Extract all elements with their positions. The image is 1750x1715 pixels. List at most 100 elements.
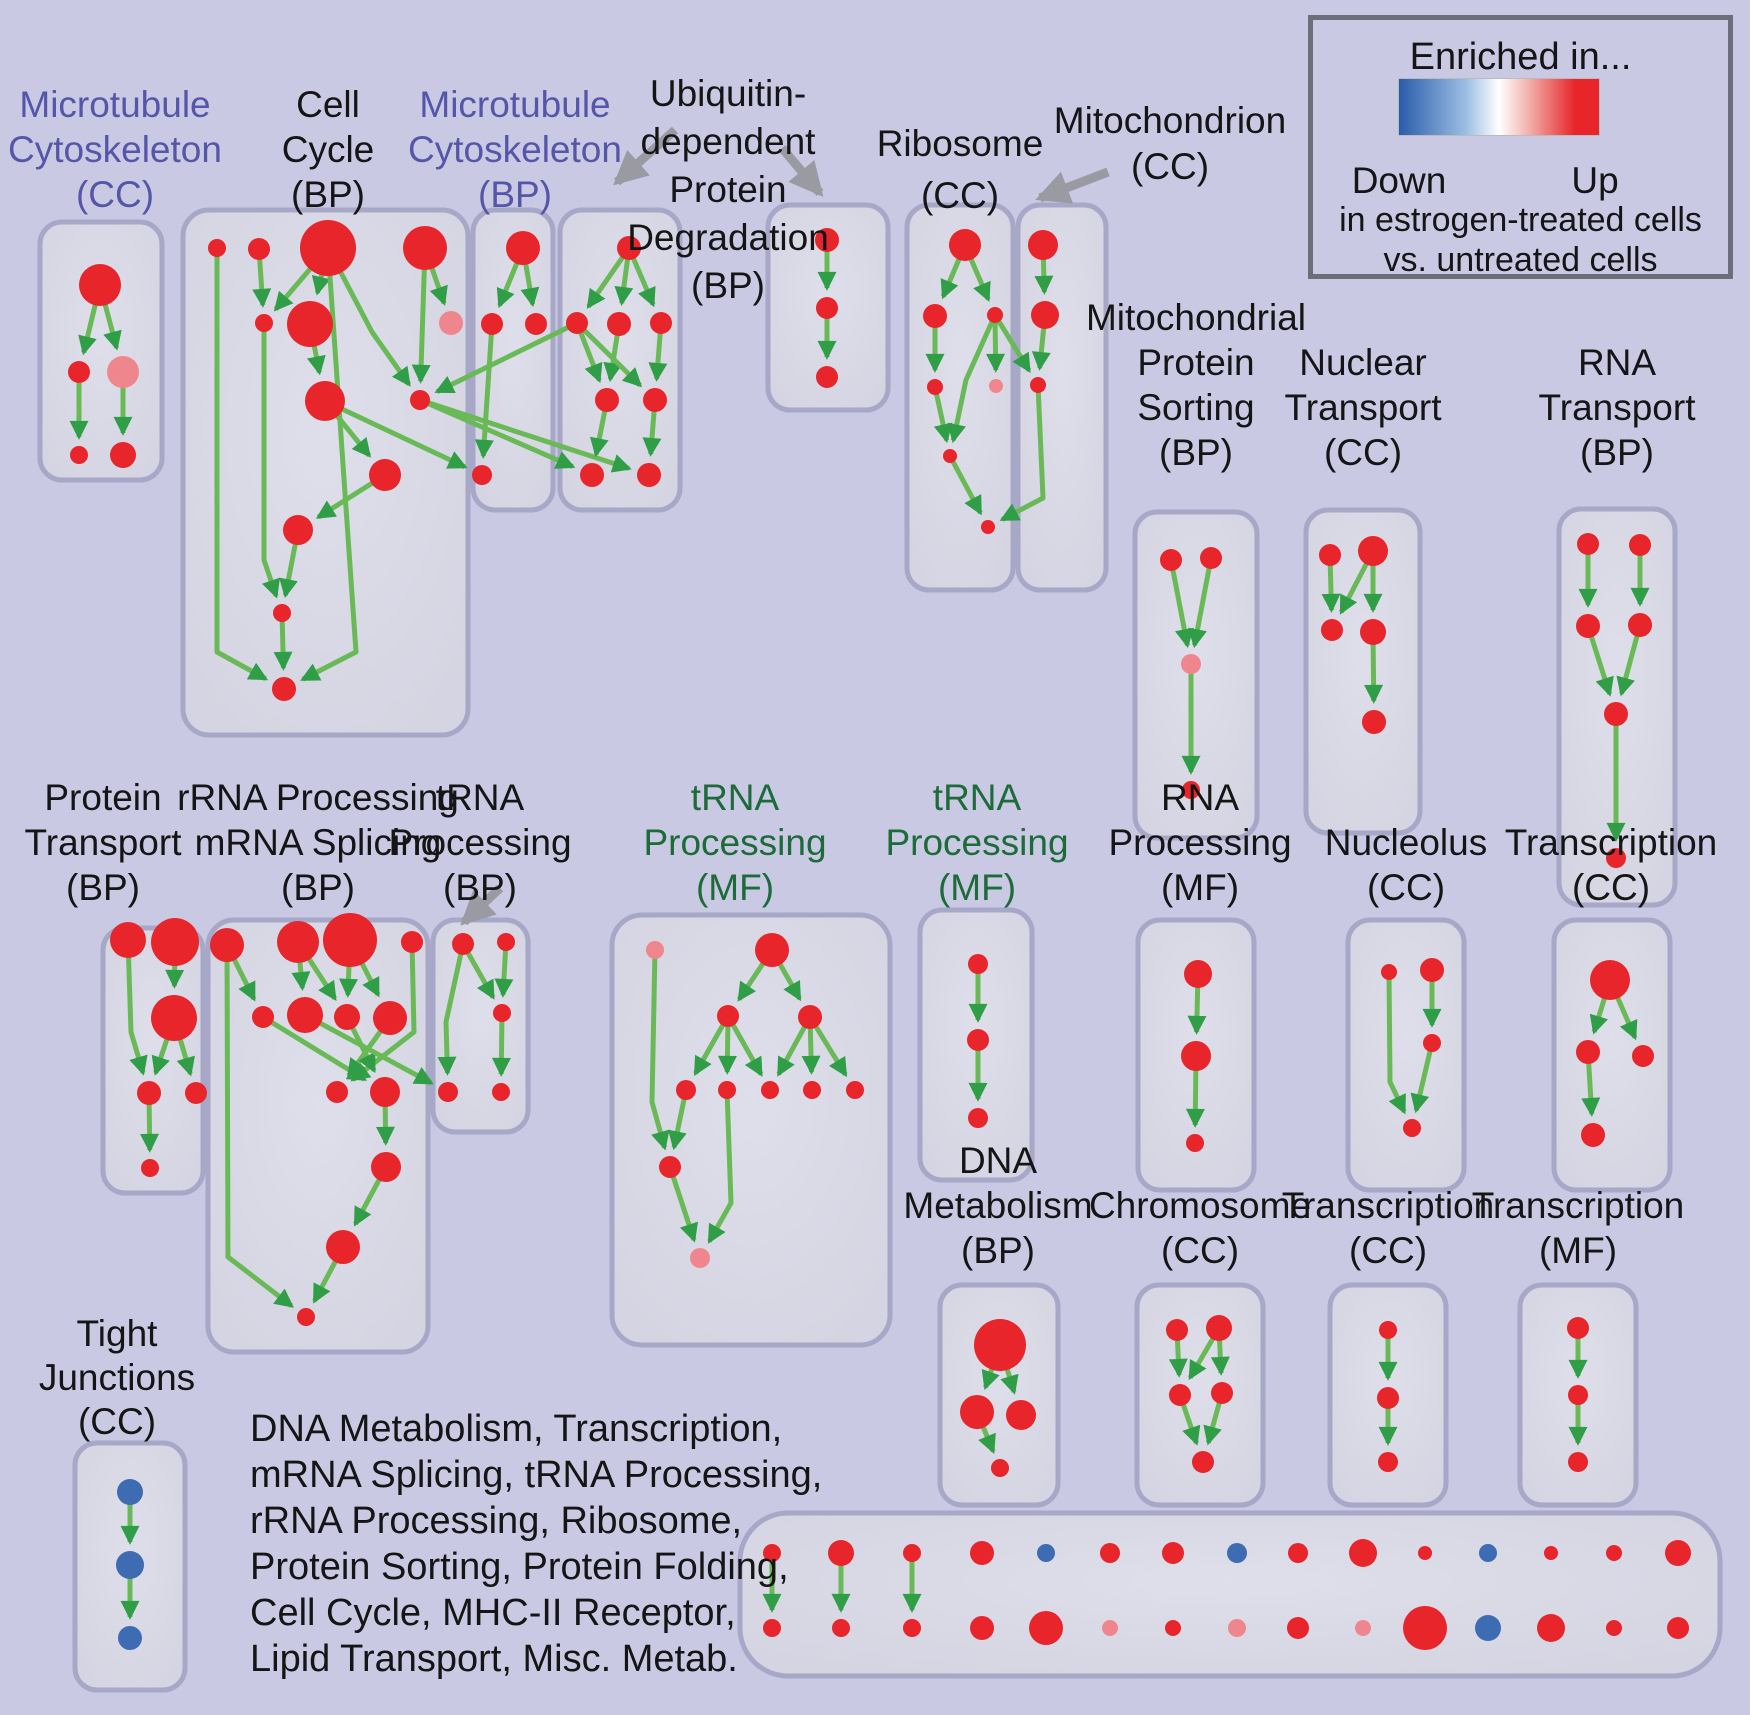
legend-up-label: Up [1571, 160, 1619, 201]
node-lt6 [1100, 1543, 1120, 1563]
node-pt6 [141, 1159, 159, 1177]
misc-categories-note: DNA Metabolism, Transcription, mRNA Spli… [250, 1406, 822, 1682]
node-t23 [968, 1108, 988, 1128]
label-rna-transport: RNA Transport (BP) [1539, 340, 1696, 475]
group-box-microtubule-cc [37, 219, 165, 483]
node-cc8 [305, 381, 345, 421]
note-line: mRNA Splicing, tRNA Processing, [250, 1454, 823, 1496]
node-lt4 [970, 1541, 994, 1565]
node-pt4 [137, 1081, 161, 1105]
node-tj3 [118, 1626, 142, 1650]
node-tbp4 [438, 1082, 458, 1102]
label-line: Tight [76, 1313, 158, 1354]
label-nucleolus: Nucleolus (CC) [1325, 820, 1487, 910]
edge-cc3-cc13 [300, 247, 359, 682]
node-lb1 [763, 1619, 781, 1637]
node-tm2 [755, 933, 789, 967]
label-line: Cycle [281, 129, 375, 170]
label-transcription-cc: Transcription (CC) [1505, 820, 1717, 910]
edge-cc5-cc12 [261, 323, 281, 599]
label-line: (BP) [961, 1230, 1035, 1271]
group-box-mito-sort [1132, 509, 1260, 841]
node-tbp2 [497, 933, 515, 951]
label-trna-mf-2: tRNA Processing (MF) [885, 775, 1068, 910]
node-ub1g [637, 463, 661, 487]
node-cc5 [255, 314, 273, 332]
label-line: (CC) [1323, 432, 1403, 473]
label-line: Metabolism [903, 1185, 1093, 1226]
node-rre [252, 1006, 274, 1028]
node-mito2 [1031, 301, 1059, 329]
node-tm7 [761, 1081, 779, 1099]
node-lb4 [970, 1616, 994, 1640]
label-line: dependent [640, 121, 816, 162]
label-line: Transcription [1504, 822, 1718, 863]
label-line: (BP) [281, 867, 355, 908]
label-line: Cytoskeleton [408, 129, 622, 170]
note-line: Cell Cycle, MHC-II Receptor, [250, 1592, 736, 1634]
node-t41 [1567, 1317, 1589, 1339]
label-line: Degradation [627, 217, 829, 258]
node-rt4 [1628, 613, 1652, 637]
group-box-dna-metabolism [937, 1282, 1061, 1508]
label-line: (BP) [1159, 432, 1233, 473]
node-ms3 [1181, 654, 1201, 674]
label-line: tRNA [932, 777, 1022, 818]
callout-arrow-ubiquitin-right [778, 145, 824, 197]
node-rrk [371, 1152, 401, 1182]
node-tm9 [846, 1081, 864, 1099]
node-lb11 [1403, 1606, 1447, 1650]
label-line: (BP) [1580, 432, 1654, 473]
legend-subtitle-2: vs. untreated cells [1383, 241, 1658, 279]
node-rt6 [1606, 848, 1626, 868]
node-rt1 [1577, 533, 1599, 555]
edge-tbp1-tbp4 [437, 943, 466, 1076]
node-rib5 [989, 379, 1003, 393]
label-line: Transport [24, 822, 182, 863]
group-box-mitochondrion [1015, 202, 1109, 593]
legend-subtitle-1: in estrogen-treated cells [1339, 201, 1702, 239]
node-tc1 [1590, 960, 1630, 1000]
node-rt2 [1629, 534, 1651, 556]
node-lt11 [1418, 1546, 1432, 1560]
node-lb14 [1606, 1620, 1622, 1636]
edge-tm3-tm5 [693, 1014, 731, 1076]
node-rib3 [987, 307, 1003, 323]
label-line: Transport [1538, 387, 1696, 428]
label-ubiquitin: Ubiquitin-dependent Protein Degradation (BP… [627, 70, 829, 310]
legend-box: Enriched in... Down Up in estrogen-treat… [1308, 15, 1733, 279]
node-rib1 [949, 229, 981, 261]
node-ch1 [1166, 1319, 1188, 1341]
label-line: (BP) [443, 867, 517, 908]
node-rrg [334, 1004, 360, 1030]
node-ms4 [1182, 781, 1200, 799]
node-lb5 [1029, 1611, 1063, 1645]
node-rt3 [1576, 614, 1600, 638]
label-line: (CC) [75, 174, 155, 215]
label-line: (BP) [291, 174, 365, 215]
node-mcc3 [107, 356, 139, 388]
label-line: Protein [44, 777, 162, 818]
node-cc9 [410, 390, 430, 410]
node-lb13 [1537, 1614, 1565, 1642]
label-line: (CC) [920, 175, 1000, 216]
label-line: Ribosome [876, 123, 1044, 164]
node-nu2 [1420, 958, 1444, 982]
label-line: DNA [958, 1140, 1038, 1181]
callout-arrow-mitochondrion [1035, 167, 1110, 204]
node-ub1a [566, 312, 588, 334]
group-box-nucleolus [1345, 917, 1467, 1193]
node-rt5 [1604, 702, 1628, 726]
label-line: Microtubule [419, 84, 611, 125]
label-line: tRNA [435, 777, 525, 818]
node-lt7 [1162, 1542, 1184, 1564]
node-rrd [401, 931, 423, 953]
label-nuclear-transport: Nuclear Transport (CC) [1285, 340, 1442, 475]
node-nt3 [1321, 619, 1343, 641]
node-nu1 [1381, 964, 1397, 980]
label-line: mRNA Splicing [194, 822, 442, 863]
node-tc2 [1576, 1040, 1600, 1064]
node-t31 [1379, 1321, 1397, 1339]
node-pt1 [110, 922, 146, 958]
node-cc3 [300, 220, 356, 276]
